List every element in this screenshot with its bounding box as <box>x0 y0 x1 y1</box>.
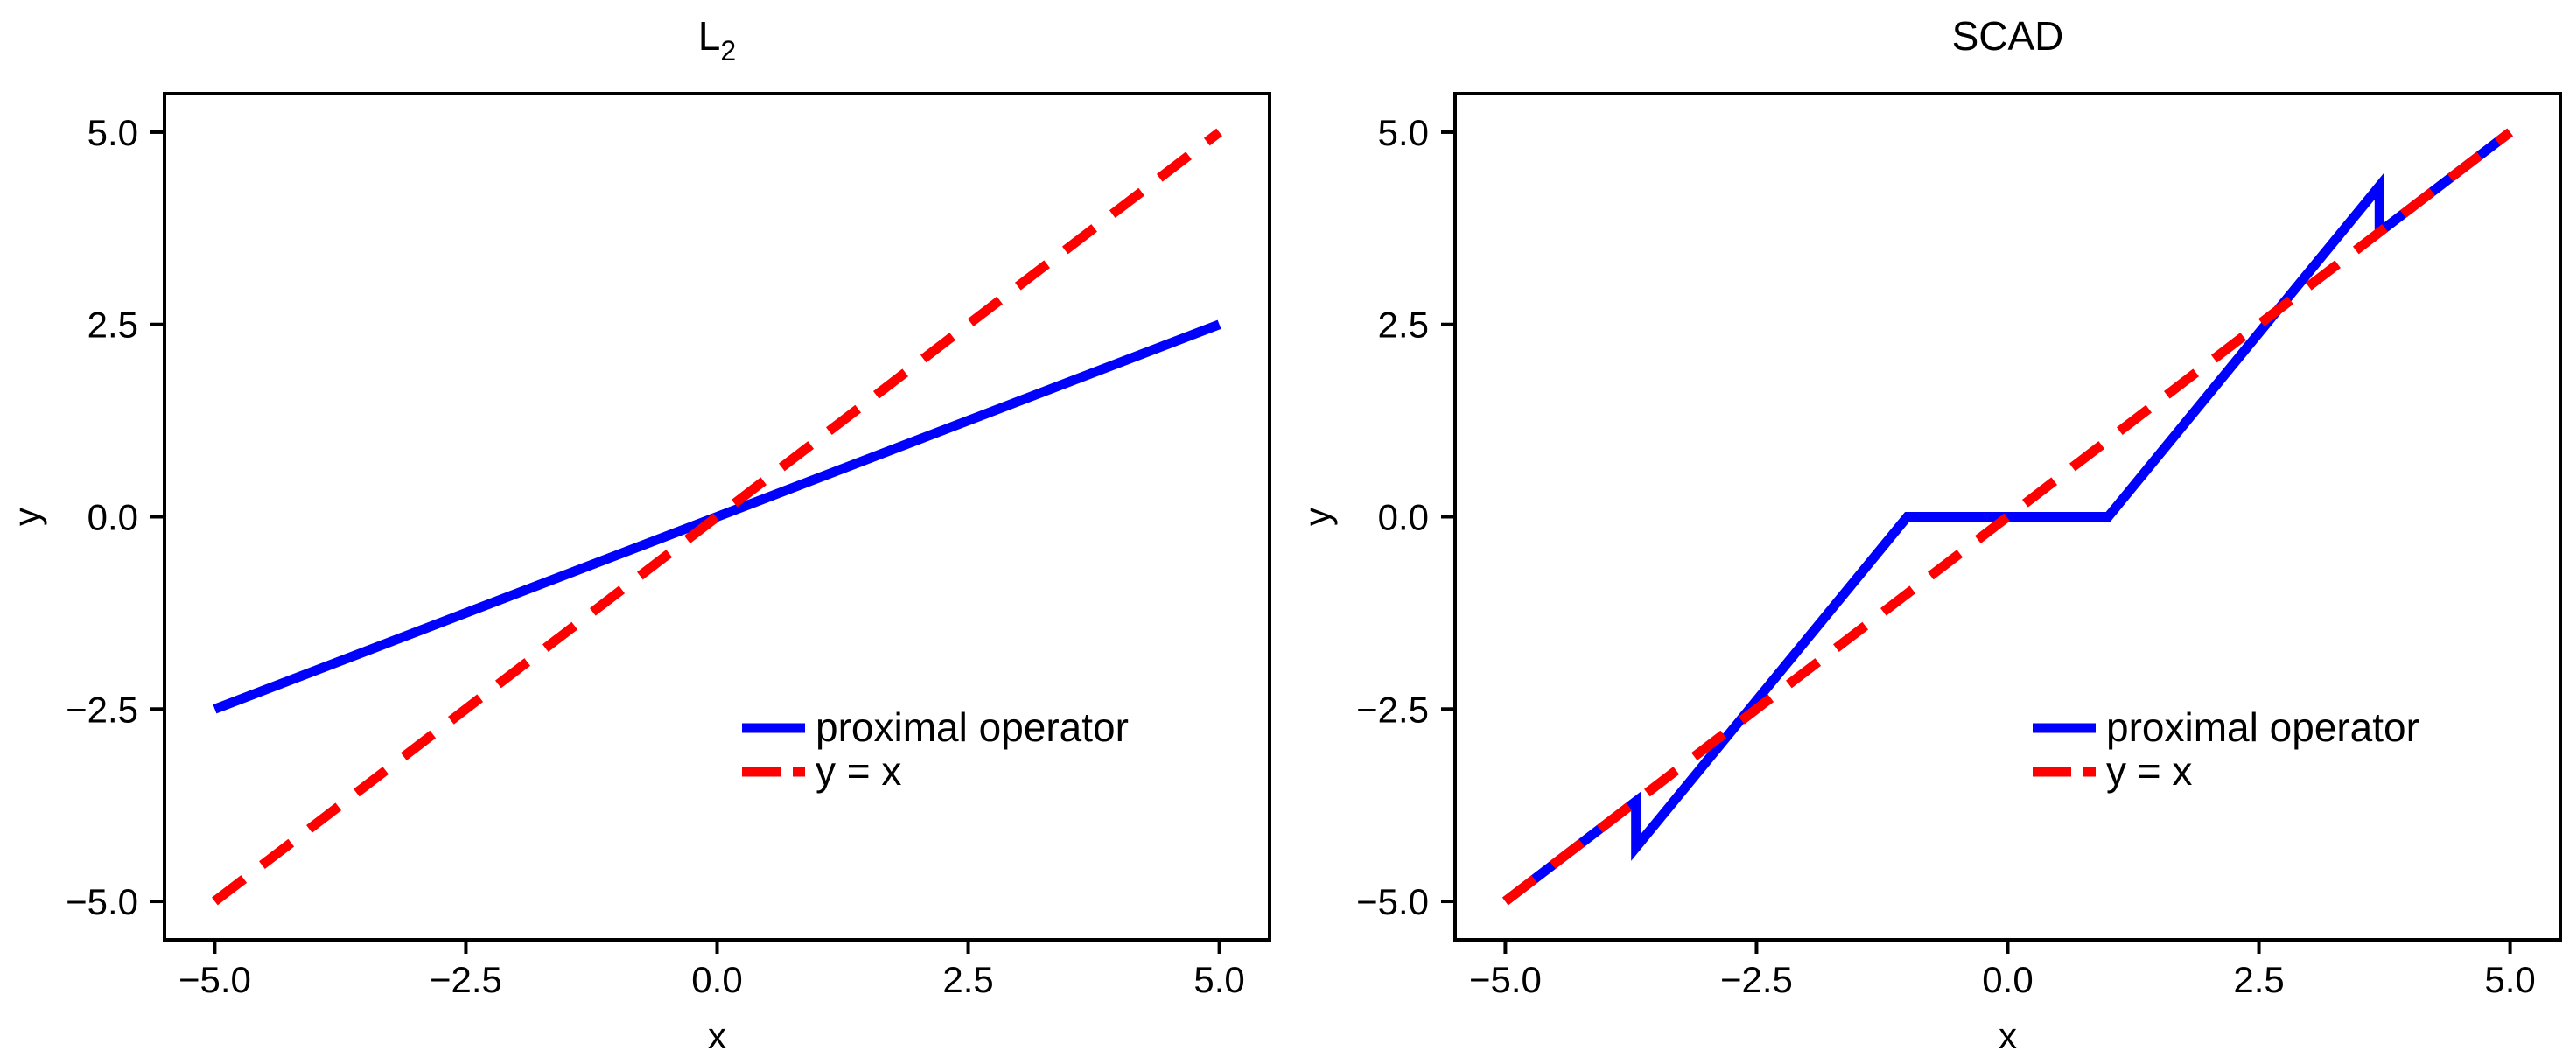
x-tick-label: 5.0 <box>2484 959 2535 1000</box>
x-axis-label: x <box>708 1015 726 1056</box>
legend-label: y = x <box>816 748 901 794</box>
y-axis-label: y <box>1297 508 1338 526</box>
legend-label: proximal operator <box>816 704 1129 750</box>
x-tick-label: −2.5 <box>430 959 502 1000</box>
chart-panel-2: −5.0 −2.5 0.0 2.5 5.0 −5.0 −2.5 0.0 2.5 5.0 x y SCAD… <box>1297 13 2562 1056</box>
y-tick-label: 2.5 <box>88 305 138 346</box>
x-tick-label: −2.5 <box>1720 959 1793 1000</box>
series-line-y-equals-x <box>212 128 1222 906</box>
x-tick-label: 2.5 <box>2233 959 2284 1000</box>
legend-label: proximal operator <box>2106 704 2419 750</box>
chart-panel-1: −5.0 −2.5 0.0 2.5 5.0 −5.0 −2.5 0.0 2.5 5.0 x y L2 pr… <box>6 13 1271 1056</box>
x-tick-label: 0.0 <box>1982 959 2033 1000</box>
y-tick-label: 2.5 <box>1378 305 1429 346</box>
series-line-proximal-operator <box>1502 128 2513 906</box>
y-tick-label: −5.0 <box>66 881 138 922</box>
y-tick-label: 5.0 <box>1378 112 1429 153</box>
y-tick-label: −5.0 <box>1356 881 1429 922</box>
y-axis-label: y <box>6 508 47 526</box>
x-tick-label: 0.0 <box>691 959 742 1000</box>
chart-title-subscript: 2 <box>720 35 736 67</box>
x-tick-label: −5.0 <box>178 959 251 1000</box>
chart-title: L2 <box>698 13 736 67</box>
x-tick-label: 2.5 <box>942 959 993 1000</box>
x-tick-label: −5.0 <box>1469 959 1542 1000</box>
y-tick-label: 5.0 <box>88 112 138 153</box>
plot-area <box>1502 128 2513 906</box>
y-tick-label: 0.0 <box>88 497 138 538</box>
chart-title-main: SCAD <box>1952 13 2064 59</box>
chart-title-main: L <box>698 13 721 59</box>
plot-area <box>212 128 1222 906</box>
x-tick-label: 5.0 <box>1194 959 1244 1000</box>
legend-label: y = x <box>2106 748 2192 794</box>
series-line-proximal-operator <box>213 319 1222 714</box>
x-axis-label: x <box>1998 1015 2017 1056</box>
series-line-y-equals-x <box>1502 128 2513 906</box>
y-tick-label: −2.5 <box>1356 689 1429 730</box>
chart-title: SCAD <box>1952 13 2064 59</box>
y-tick-label: 0.0 <box>1378 497 1429 538</box>
y-tick-label: −2.5 <box>66 689 138 730</box>
